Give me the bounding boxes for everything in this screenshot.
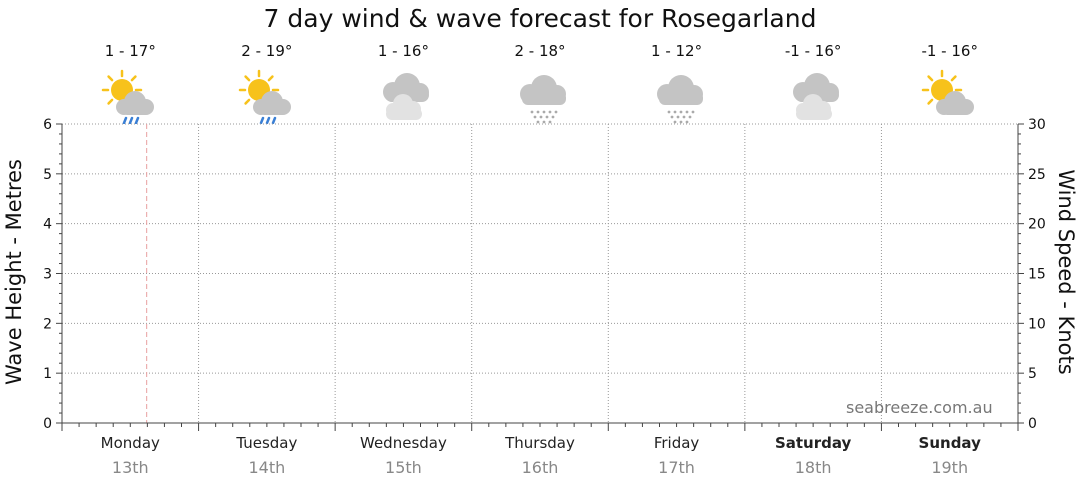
cloudy-icon [373, 68, 433, 124]
x-day-label: Monday [100, 434, 160, 452]
sun-cloud-rain-icon [237, 68, 297, 125]
y-right-tick-label: 15 [1028, 267, 1046, 283]
cloud-snow-icon [510, 68, 570, 124]
y-right-tick-label: 25 [1028, 167, 1046, 183]
chart-title: 7 day wind & wave forecast for Rosegarla… [263, 4, 817, 33]
day-temperature-range: -1 - 16° [784, 42, 842, 60]
x-date-label: 14th [248, 458, 286, 477]
y-axis-right-label: Wind Speed - Knots [1054, 169, 1078, 375]
x-date-label: 13th [111, 458, 149, 477]
day-temperature-range: 1 - 17° [104, 42, 156, 60]
y-left-tick-label: 2 [43, 316, 52, 332]
day-temperature-range: -1 - 16° [921, 42, 978, 60]
y-right-tick-label: 30 [1028, 117, 1046, 133]
day-temperature-range: 1 - 12° [651, 42, 703, 60]
day-temperature-range: 2 - 18° [514, 42, 566, 60]
watermark: seabreeze.com.au [846, 398, 993, 417]
y-left-tick-label: 5 [43, 167, 52, 183]
y-left-tick-label: 3 [43, 267, 52, 283]
x-date-label: 18th [794, 458, 832, 477]
y-right-tick-label: 5 [1028, 366, 1037, 382]
y-axis-left-label: Wave Height - Metres [2, 159, 26, 385]
x-date-label: 16th [521, 458, 559, 477]
y-left-tick-label: 4 [43, 217, 52, 233]
x-day-label: Thursday [505, 434, 575, 452]
x-date-label: 17th [658, 458, 695, 477]
day-temperature-range: 1 - 16° [377, 42, 429, 60]
y-left-tick-label: 1 [43, 366, 52, 382]
cloudy-icon [783, 68, 843, 124]
x-day-label: Friday [653, 434, 700, 452]
x-day-label: Saturday [774, 434, 852, 452]
sun-cloud-icon [920, 68, 980, 124]
y-right-tick-label: 10 [1028, 316, 1046, 332]
y-left-tick-label: 6 [43, 117, 52, 133]
sun-cloud-rain-icon [100, 68, 160, 125]
y-right-tick-label: 20 [1028, 217, 1046, 233]
y-left-tick-label: 0 [43, 416, 52, 432]
x-date-label: 15th [385, 458, 422, 477]
x-day-label: Sunday [918, 434, 981, 452]
cloud-snow-icon [647, 68, 707, 124]
day-temperature-range: 2 - 19° [241, 42, 293, 60]
x-day-label: Tuesday [236, 434, 298, 452]
x-date-label: 19th [931, 458, 969, 477]
y-right-tick-label: 0 [1028, 416, 1037, 432]
x-day-label: Wednesday [360, 434, 447, 452]
